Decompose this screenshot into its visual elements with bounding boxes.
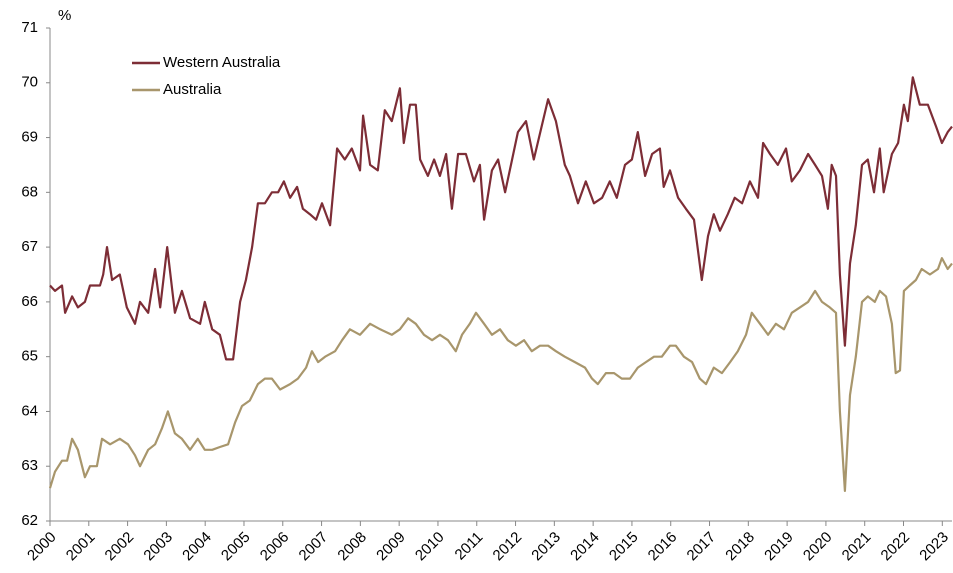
x-tick-label: 2015	[606, 529, 642, 565]
series-line	[48, 257, 953, 492]
x-tick-label: 2016	[645, 529, 681, 565]
x-tick-label: 2020	[800, 529, 836, 565]
x-tick-label: 2022	[878, 529, 914, 565]
y-tick-label: 62	[21, 512, 38, 529]
x-tick-label: 2000	[24, 529, 60, 565]
y-tick-label: 71	[21, 19, 38, 36]
y-tick-label: 70	[21, 74, 38, 91]
x-tick-label: 2007	[296, 529, 332, 565]
x-tick-label: 2014	[567, 529, 603, 565]
series-line	[49, 76, 953, 361]
x-tick-label: 2017	[684, 529, 720, 565]
y-unit-label: %	[58, 7, 71, 24]
x-tick-label: 2013	[528, 529, 564, 565]
x-tick-label: 2019	[761, 529, 797, 565]
y-tick-label: 66	[21, 293, 38, 310]
x-tick-label: 2012	[490, 529, 526, 565]
y-tick-label: 64	[21, 402, 38, 419]
x-tick-label: 2005	[218, 529, 254, 565]
y-tick-label: 69	[21, 129, 38, 146]
y-tick-label: 63	[21, 457, 38, 474]
x-tick-label: 2002	[102, 529, 138, 565]
x-tick-label: 2011	[452, 529, 487, 564]
x-tick-label: 2021	[839, 529, 875, 565]
y-tick-label: 67	[21, 238, 38, 255]
x-tick-label: 2010	[412, 529, 448, 565]
x-tick-label: 2006	[257, 529, 293, 565]
legend-label: Australia	[163, 81, 222, 98]
legend-label: Western Australia	[163, 54, 281, 71]
x-tick-label: 2001	[63, 529, 99, 565]
x-tick-label: 2018	[722, 529, 758, 565]
x-tick-label: 2023	[916, 529, 952, 565]
x-tick-label: 2003	[140, 529, 176, 565]
y-tick-label: 65	[21, 348, 38, 365]
x-tick-label: 2008	[334, 529, 370, 565]
y-tick-label: 68	[21, 183, 38, 200]
x-tick-label: 2004	[179, 529, 215, 565]
x-tick-label: 2009	[373, 529, 409, 565]
